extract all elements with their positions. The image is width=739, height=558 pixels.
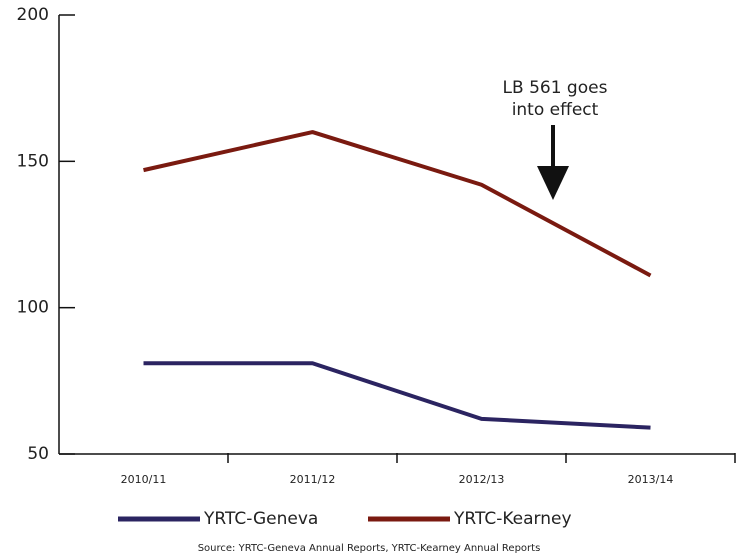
annotation-arrow	[537, 125, 569, 200]
annotation: LB 561 goes	[503, 78, 608, 98]
y-tick-label: 100	[17, 298, 49, 318]
x-tick-label: 2012/13	[459, 473, 505, 486]
data-line	[143, 130, 652, 278]
y-tick-label: 50	[27, 444, 49, 464]
y-tick-label: 150	[17, 151, 49, 171]
legend-label: YRTC-Kearney	[453, 509, 572, 529]
source: Source: YRTC-Geneva Annual Reports, YRTC…	[198, 543, 541, 554]
x-tick-label: 2013/14	[628, 473, 674, 486]
y-tick-label: 200	[17, 5, 49, 25]
annotation: into effect	[512, 100, 599, 120]
legend-label: YRTC-Geneva	[203, 509, 318, 529]
data-line	[143, 361, 651, 430]
x-tick-label: 2010/11	[121, 473, 167, 486]
x-tick-label: 2011/12	[290, 473, 336, 486]
